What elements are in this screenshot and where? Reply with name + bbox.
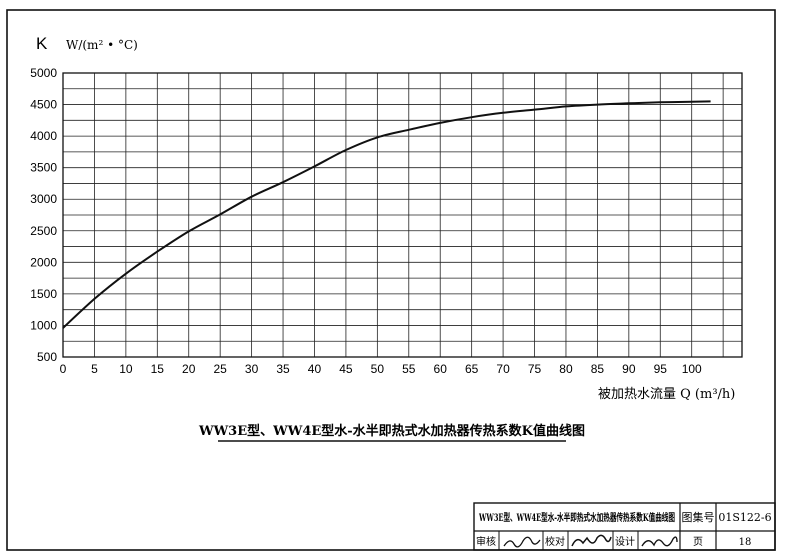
y-tick-label: 3000	[30, 192, 57, 206]
y-tick-label: 2000	[30, 255, 57, 269]
x-tick-label: 55	[402, 362, 416, 376]
review-label: 审核	[476, 535, 496, 548]
x-tick-label: 5	[91, 362, 98, 376]
y-tick-label: 2500	[30, 224, 57, 238]
y-tick-label: 4500	[30, 98, 57, 112]
x-axis-label: 被加热水流量 Q (m³/h)	[598, 387, 735, 402]
x-tick-label: 80	[559, 362, 573, 376]
x-tick-labels: 0 5 10 15 20 25 30 35 40 45 50 55 60 65 70 75 80 85 90 95 10…	[60, 362, 702, 376]
chart: K W/(m² • °C) 50010001500200025003000350…	[30, 34, 743, 442]
y-axis-unit: W/(m² • °C)	[66, 38, 138, 52]
page-number: 18	[739, 537, 752, 548]
x-tick-label: 65	[465, 362, 479, 376]
y-tick-label: 4000	[30, 129, 57, 143]
x-tick-label: 45	[339, 362, 353, 376]
drawing-title: WW3E型、WW4E型水-水半即热式水加热器传热系数K值曲线图	[478, 511, 675, 524]
chart-title: WW3E型、WW4E型水-水半即热式水加热器传热系数K值曲线图	[198, 423, 585, 439]
atlas-number: 01S122-6	[718, 511, 771, 524]
sheet-border	[6, 9, 776, 551]
y-tick-label: 3500	[30, 161, 57, 175]
x-tick-label: 10	[119, 362, 133, 376]
x-tick-label: 30	[245, 362, 259, 376]
title-block: WW3E型、WW4E型水-水半即热式水加热器传热系数K值曲线图 图集号 01S1…	[473, 502, 776, 551]
reviewer-signature	[503, 536, 541, 548]
y-axis-symbol: K	[36, 34, 48, 53]
y-tick-labels: 500 1000 1500 2000 2500 3000 3500 4000 4500 5000	[30, 66, 57, 364]
plot-frame	[62, 72, 743, 358]
y-tick-label: 1500	[30, 287, 57, 301]
x-tick-label: 25	[213, 362, 227, 376]
x-tick-label: 50	[371, 362, 385, 376]
checker-signature	[571, 534, 612, 547]
x-tick-label: 100	[682, 362, 702, 376]
y-tick-label: 5000	[30, 66, 57, 80]
chart-grid	[62, 72, 743, 358]
x-tick-label: 40	[308, 362, 322, 376]
x-tick-label: 15	[151, 362, 165, 376]
series-lines	[62, 100, 711, 329]
x-tick-label: 0	[60, 362, 67, 376]
x-tick-label: 85	[591, 362, 605, 376]
x-tick-label: 60	[434, 362, 448, 376]
designer-signature	[641, 536, 678, 547]
x-tick-label: 35	[276, 362, 290, 376]
atlas-label: 图集号	[682, 510, 715, 524]
x-tick-label: 75	[528, 362, 542, 376]
x-tick-label: 70	[496, 362, 510, 376]
x-tick-label: 95	[654, 362, 668, 376]
title-block-frame	[473, 502, 776, 551]
check-label: 校对	[545, 535, 565, 548]
k-value-curve	[62, 100, 711, 329]
x-tick-label: 90	[622, 362, 636, 376]
design-label: 设计	[615, 535, 635, 548]
x-tick-label: 20	[182, 362, 196, 376]
y-tick-label: 1000	[30, 318, 57, 332]
y-tick-label: 500	[37, 350, 57, 364]
page-label: 页	[693, 536, 703, 548]
